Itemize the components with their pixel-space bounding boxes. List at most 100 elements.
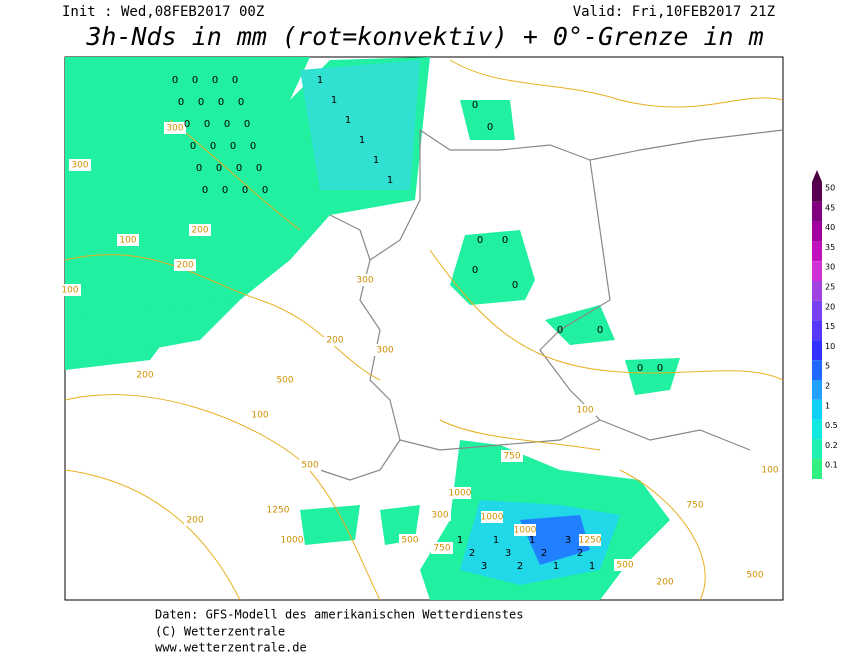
precip-marker: 1 — [457, 535, 463, 546]
title: 3h-Nds in mm (rot=konvektiv) + 0°-Grenze… — [85, 22, 763, 51]
precip-area — [520, 515, 590, 565]
precip-marker: 3 — [565, 535, 571, 546]
country-border — [319, 129, 784, 481]
contour-label-box — [281, 534, 303, 546]
footer-line: (C) Wetterzentrale — [155, 625, 285, 639]
contour-label-box — [184, 514, 206, 526]
precip-marker: 0 — [477, 235, 483, 246]
precip-marker: 0 — [190, 141, 196, 152]
precip-marker: 3 — [481, 561, 487, 572]
precip-area — [545, 305, 615, 345]
precip-marker: 0 — [222, 185, 228, 196]
contour-label-box — [514, 524, 536, 536]
contour-label: 1000 — [514, 526, 537, 536]
precip-marker: 2 — [541, 548, 547, 559]
color-bar-label: 30 — [825, 263, 835, 272]
color-bar-label: 0.2 — [825, 441, 838, 450]
contour-label-box — [189, 224, 211, 236]
contour-label: 750 — [503, 452, 520, 462]
precip-marker: 0 — [657, 363, 663, 374]
color-bar-segment — [812, 399, 822, 420]
precip-marker: 0 — [512, 280, 518, 291]
precip-marker: 0 — [198, 97, 204, 108]
precip-marker: 0 — [236, 163, 242, 174]
contour-label-box — [69, 159, 91, 171]
contour-line — [64, 254, 381, 381]
contour-label-box — [449, 487, 471, 499]
contour-label-box — [744, 569, 766, 581]
contour-label-box — [759, 464, 781, 476]
precip-marker: 0 — [202, 185, 208, 196]
contour-label: 100 — [251, 411, 268, 421]
contour-label-box — [429, 509, 451, 521]
color-bar-label: 35 — [825, 243, 835, 252]
contour-label-box — [59, 284, 81, 296]
footer-line: Daten: GFS-Modell des amerikanischen Wet… — [155, 608, 523, 622]
contour-label-box — [684, 499, 706, 511]
contour-label-box — [574, 404, 596, 416]
contour-label: 1250 — [267, 506, 290, 516]
precip-marker: 0 — [557, 325, 563, 336]
precip-area — [65, 300, 240, 365]
color-bar-segment — [812, 261, 822, 281]
color-bar-segment — [812, 380, 822, 400]
contour-label: 300 — [431, 511, 448, 521]
color-bar-label: 2 — [825, 382, 830, 391]
contour-label: 100 — [119, 236, 136, 246]
contour-label: 300 — [376, 346, 393, 356]
color-bar-label: 0.5 — [825, 421, 838, 430]
precip-marker: 0 — [218, 97, 224, 108]
precip-area — [450, 230, 535, 305]
contour-label-box — [274, 374, 296, 386]
contour-label-box — [579, 534, 601, 546]
contour-label: 200 — [186, 516, 203, 526]
precip-marker: 1 — [373, 155, 379, 166]
contour-label: 200 — [656, 578, 673, 588]
contour-line — [449, 59, 784, 108]
precip-marker: 0 — [212, 75, 218, 86]
color-bar-label: 5 — [825, 362, 830, 371]
color-bar-segment — [812, 201, 822, 222]
contour-label: 100 — [576, 406, 593, 416]
contour-label: 500 — [301, 461, 318, 471]
precip-area — [300, 505, 360, 545]
precip-marker: 0 — [262, 185, 268, 196]
precip-marker: 0 — [224, 119, 230, 130]
precip-marker: 0 — [256, 163, 262, 174]
contour-label-box — [164, 122, 186, 134]
precip-marker: 1 — [359, 135, 365, 146]
precip-marker: 1 — [331, 95, 337, 106]
contour-label-box — [174, 259, 196, 271]
contour-label-box — [399, 534, 421, 546]
valid-time: Valid: Fri,10FEB2017 21Z — [573, 4, 775, 20]
precip-marker: 0 — [472, 100, 478, 111]
contour-label: 1000 — [281, 536, 304, 546]
contour-label-box — [134, 369, 156, 381]
precip-marker: 0 — [472, 265, 478, 276]
color-bar-segment — [812, 360, 822, 380]
color-bar-segment — [812, 281, 822, 301]
contour-label: 500 — [401, 536, 418, 546]
precip-marker: 0 — [250, 141, 256, 152]
contour-label-box — [481, 511, 503, 523]
contour-label: 300 — [166, 124, 183, 134]
precip-marker: 0 — [178, 97, 184, 108]
color-bar: 50 45 40 35 30 25 20 15 10 5 2 1 0.5 0.2 0.1 — [812, 170, 838, 479]
contour-label: 200 — [191, 226, 208, 236]
precip-marker: 3 — [505, 548, 511, 559]
color-bar-segment — [812, 419, 822, 440]
contour-label: 200 — [326, 336, 343, 346]
color-bar-segment — [812, 320, 822, 341]
contour-line — [64, 469, 706, 601]
precip-marker: 1 — [529, 535, 535, 546]
contour-label-box — [354, 274, 376, 286]
footer-line: www.wetterzentrale.de — [155, 641, 307, 655]
contour-label: 750 — [686, 501, 703, 511]
color-bar-segment — [812, 182, 822, 202]
precip-marker: 0 — [184, 119, 190, 130]
precip-marker: 0 — [192, 75, 198, 86]
precip-area — [460, 100, 515, 140]
precip-marker: 2 — [577, 548, 583, 559]
color-bar-label: 40 — [825, 223, 835, 232]
contour-label: 1000 — [481, 513, 504, 523]
